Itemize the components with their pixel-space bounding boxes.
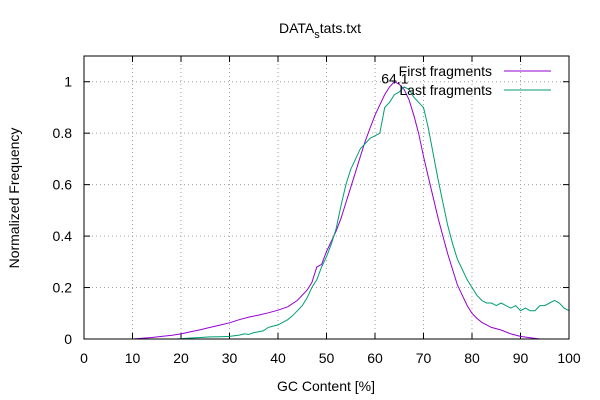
grid <box>84 56 569 339</box>
x-axis-label: GC Content [%] <box>277 378 375 394</box>
y-tick-label: 0.4 <box>53 228 73 244</box>
plot-frame <box>83 55 570 340</box>
ticks: 0 10 20 30 40 50 60 70 80 90 100 0 0.2 0.4 0.6 0.8 1 <box>53 56 581 366</box>
x-tick-label: 70 <box>416 350 432 366</box>
x-tick-label: 10 <box>125 350 141 366</box>
x-tick-label: 60 <box>367 350 383 366</box>
y-tick-label: 1 <box>64 74 72 90</box>
y-tick-label: 0.2 <box>53 280 73 296</box>
y-tick-label: 0.8 <box>53 125 73 141</box>
y-tick-label: 0 <box>64 331 72 347</box>
y-tick-label: 0.6 <box>53 177 73 193</box>
x-tick-label: 50 <box>319 350 335 366</box>
y-axis-label: Normalized Frequency <box>6 128 22 269</box>
x-tick-label: 40 <box>270 350 286 366</box>
x-tick-label: 90 <box>513 350 529 366</box>
x-tick-label: 20 <box>173 350 189 366</box>
legend-label-first: First fragments <box>399 63 492 79</box>
series-line-first-fragments <box>132 81 540 340</box>
series-line-last-fragments <box>176 86 570 340</box>
legend: First fragments Last fragments <box>399 63 551 98</box>
x-tick-label: 0 <box>80 350 88 366</box>
x-tick-label: 100 <box>557 350 581 366</box>
peak-annotation: 64.1 <box>381 71 408 87</box>
series-layer <box>132 81 570 340</box>
x-tick-label: 80 <box>464 350 480 366</box>
x-tick-label: 30 <box>222 350 238 366</box>
chart-title: DATAstats.txt <box>279 20 361 41</box>
legend-label-last: Last fragments <box>399 82 492 98</box>
